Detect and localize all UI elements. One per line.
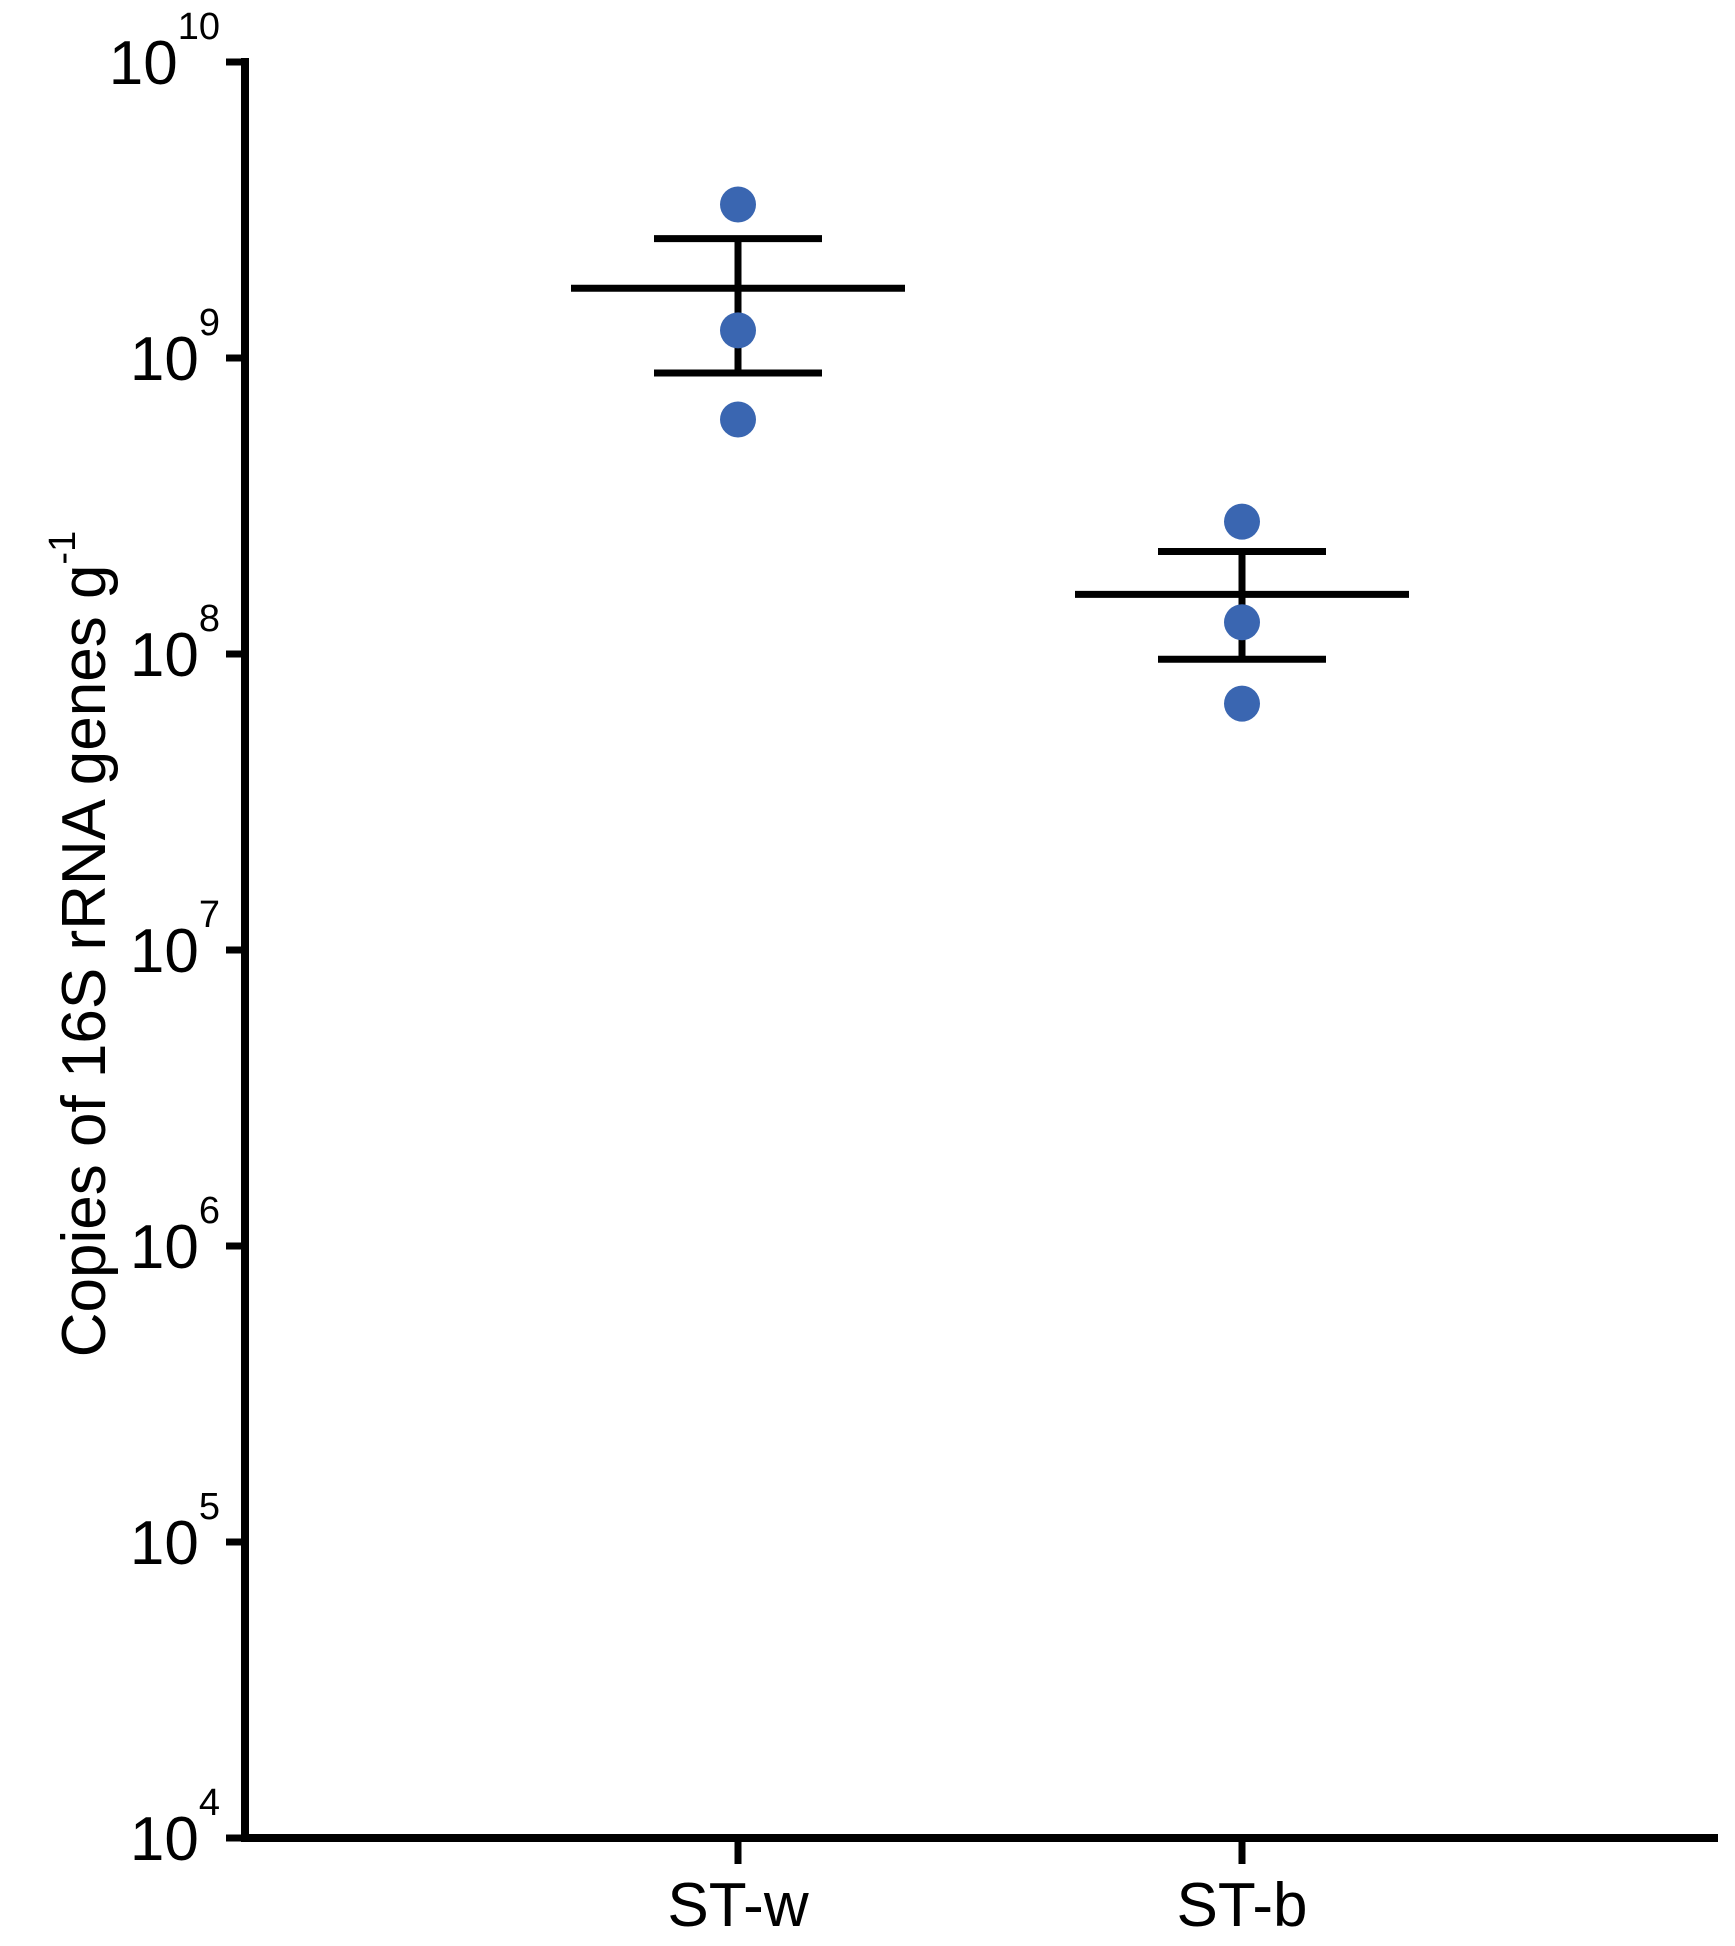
data-point xyxy=(1224,685,1260,722)
y-tick-label: 105 xyxy=(130,1486,220,1578)
data-point xyxy=(1224,503,1260,540)
data-point xyxy=(720,186,756,223)
x-category-label: ST-b xyxy=(1177,1871,1308,1940)
data-point xyxy=(720,401,756,438)
y-tick-label: 104 xyxy=(130,1782,220,1874)
y-tick-label: 108 xyxy=(130,598,220,690)
data-point xyxy=(720,312,756,349)
data-point xyxy=(1224,604,1260,641)
y-tick-label: 109 xyxy=(130,302,220,394)
y-tick-label: 106 xyxy=(130,1190,220,1282)
y-tick-label: 1010 xyxy=(109,6,220,98)
x-category-label: ST-w xyxy=(667,1871,808,1940)
y-axis-title: Copies of 16S rRNA genes g-1 xyxy=(42,531,119,1357)
y-tick-label: 107 xyxy=(130,894,220,986)
